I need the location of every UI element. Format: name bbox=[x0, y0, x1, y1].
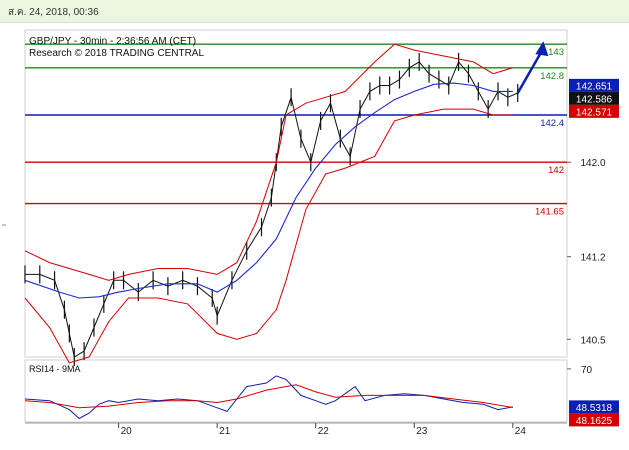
rsi-plot bbox=[24, 375, 513, 420]
header-datetime: ส.ค. 24, 2018, 00:36 bbox=[8, 7, 99, 18]
price-plot: 143 142.8 142.4 142 141.65 bbox=[24, 41, 567, 366]
price-panel bbox=[24, 29, 568, 358]
level-label: 141.65 bbox=[535, 207, 564, 218]
rsi-tag: 48.1625 bbox=[576, 416, 613, 427]
rsi-tag: 48.5318 bbox=[576, 403, 613, 414]
x-tick-label: 21 bbox=[219, 426, 231, 437]
forecast-arrowhead bbox=[535, 41, 549, 57]
series-bollinger-upper bbox=[24, 43, 513, 281]
y-tick-label: 142.0 bbox=[580, 158, 605, 169]
price-tag: 142.571 bbox=[576, 107, 613, 118]
y-tick-label: 140.5 bbox=[580, 335, 605, 346]
price-tag-box bbox=[569, 91, 619, 105]
header-bar: ส.ค. 24, 2018, 00:36 bbox=[0, 0, 629, 23]
series-close bbox=[25, 60, 518, 358]
y-tick-label: 141.2 bbox=[580, 253, 605, 264]
price-tag: 142.651 bbox=[576, 81, 613, 92]
level-label: 143 bbox=[548, 47, 564, 58]
rsi-y-tick-label: 70 bbox=[581, 365, 593, 376]
series-rsi-ma bbox=[24, 384, 513, 409]
x-tick-label: 22 bbox=[318, 426, 330, 437]
price-tag: 142.586 bbox=[576, 94, 613, 105]
chart-title: GBP/JPY - 30min - 2:36:56 AM (CET) bbox=[29, 36, 196, 47]
x-tick-label: 23 bbox=[416, 426, 428, 437]
x-tick-label: 20 bbox=[121, 426, 133, 437]
forecast-arrow bbox=[516, 49, 544, 94]
rsi-panel bbox=[24, 359, 568, 423]
level-label: 142.4 bbox=[540, 118, 564, 129]
chart-subtitle: Research © 2018 TRADING CENTRAL bbox=[29, 48, 204, 59]
x-tick-label: 24 bbox=[515, 426, 527, 437]
rsi-tag-box bbox=[569, 400, 619, 414]
series-bollinger-lower bbox=[24, 108, 513, 364]
level-label: 142 bbox=[548, 165, 564, 176]
rsi-tag-box bbox=[569, 413, 619, 427]
price-tag-box bbox=[569, 78, 619, 92]
rsi-title: RSI14 - 9MA bbox=[29, 364, 81, 374]
axes: 142.0 141.2 140.5 142.651 142.586 142.571 70 48… bbox=[118, 78, 619, 437]
level-label: 142.8 bbox=[540, 71, 564, 82]
price-tag-box bbox=[569, 104, 619, 118]
series-moving-average bbox=[24, 82, 513, 299]
